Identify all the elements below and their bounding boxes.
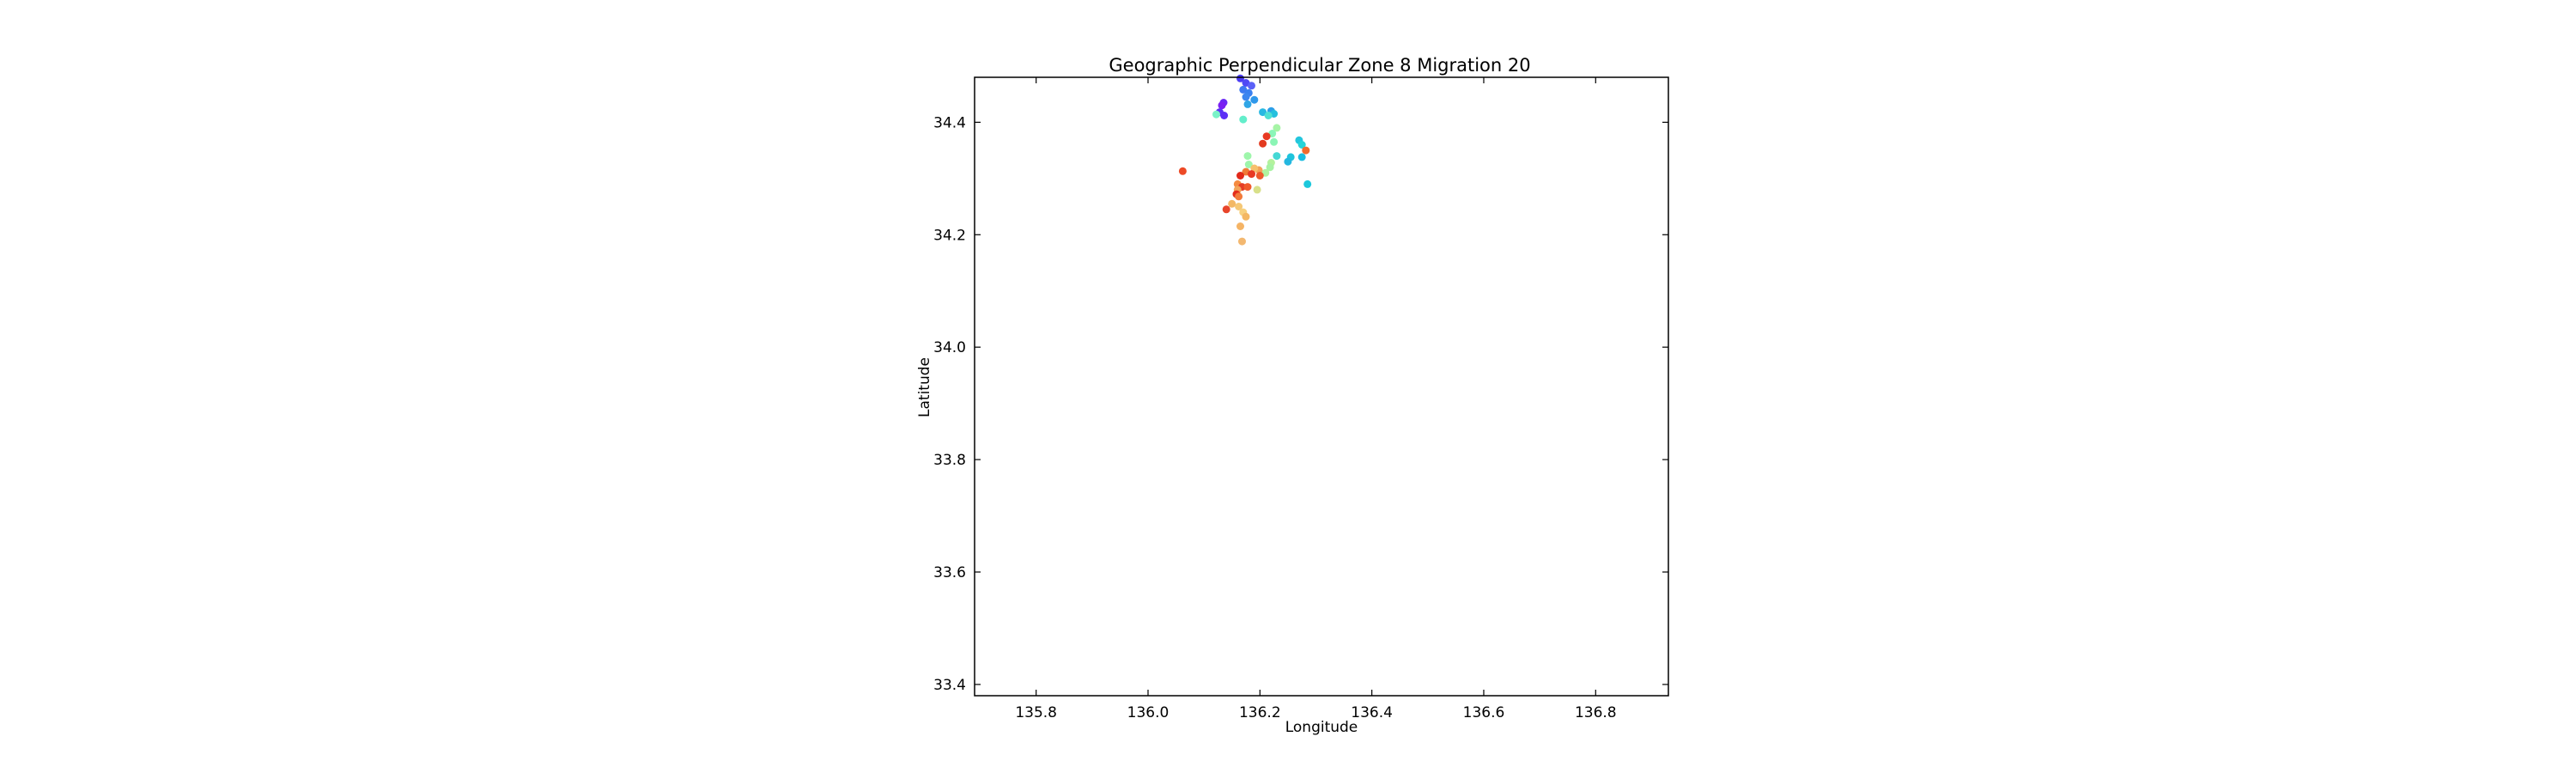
x-tick-label: 136.2	[1239, 704, 1281, 721]
y-tick-label: 33.4	[933, 677, 966, 694]
data-point	[1228, 199, 1236, 208]
data-point	[1273, 124, 1281, 132]
data-point	[1259, 108, 1267, 117]
data-point	[1235, 192, 1243, 201]
data-point	[1236, 74, 1244, 82]
x-tick-label: 135.8	[1015, 704, 1057, 721]
data-point	[1248, 82, 1255, 90]
data-point	[1259, 139, 1267, 148]
y-tick-label: 33.8	[933, 452, 966, 469]
data-point	[1236, 222, 1244, 230]
data-point	[1284, 157, 1292, 166]
data-point	[1253, 186, 1261, 194]
y-tick-labels: 33.4 33.6 33.8 34.0 34.2 34.4	[933, 114, 966, 694]
data-point	[1235, 203, 1243, 210]
data-point	[1218, 101, 1226, 110]
data-point	[1212, 110, 1220, 119]
y-axis-title: Latitude	[916, 357, 933, 417]
data-point	[1242, 212, 1250, 221]
x-tick-label: 136.0	[1127, 704, 1170, 721]
data-point	[1238, 237, 1246, 246]
chart-title: Geographic Perpendicular Zone 8 Migratio…	[1109, 55, 1530, 76]
axis-ticks	[975, 77, 1668, 696]
y-tick-label: 34.4	[933, 114, 966, 131]
data-point	[1255, 172, 1264, 180]
data-point	[1273, 152, 1281, 161]
data-point	[1248, 170, 1255, 179]
data-point	[1220, 112, 1229, 119]
data-point	[1270, 137, 1279, 146]
data-point	[1222, 205, 1230, 214]
x-tick-label: 136.4	[1351, 704, 1393, 721]
data-point	[1302, 146, 1310, 155]
data-point	[1297, 153, 1306, 161]
data-point	[1242, 93, 1250, 101]
data-point	[1239, 85, 1248, 94]
plot-area	[975, 77, 1668, 696]
x-tick-label: 136.6	[1463, 704, 1505, 721]
x-tick-labels: 135.8 136.0 136.2 136.4 136.6 136.8	[1015, 704, 1616, 721]
data-point	[1262, 132, 1271, 141]
x-tick-label: 136.8	[1575, 704, 1617, 721]
data-point	[1243, 183, 1252, 192]
data-point	[1244, 161, 1253, 168]
scatter-points	[1178, 74, 1312, 246]
data-point	[1250, 95, 1259, 104]
y-tick-label: 33.6	[933, 564, 966, 581]
data-point	[1266, 163, 1274, 172]
data-point	[1243, 152, 1252, 161]
data-point	[1297, 141, 1306, 149]
data-point	[1264, 112, 1273, 119]
data-point	[1243, 100, 1252, 108]
y-tick-label: 34.2	[933, 227, 966, 244]
data-point	[1236, 172, 1244, 180]
plot-frame	[974, 76, 1669, 697]
data-point	[1178, 167, 1187, 175]
data-point	[1303, 180, 1312, 188]
data-point	[1239, 115, 1248, 124]
y-tick-label: 34.0	[933, 339, 966, 356]
x-axis-title: Longitude	[1285, 719, 1358, 736]
